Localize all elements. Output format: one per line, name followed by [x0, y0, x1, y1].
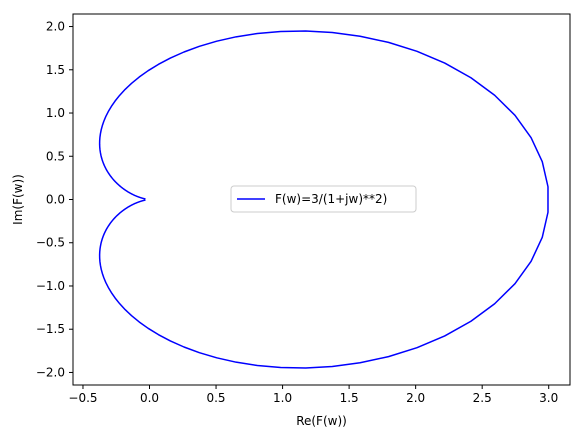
- y-tick-label: 1.0: [46, 106, 65, 120]
- legend: F(w)=3/(1+jw)**2): [230, 185, 417, 213]
- y-axis: −2.0 −1.5 −1.0 −0.5 0.0 0.5 1.0 1.5 2.0: [36, 20, 73, 379]
- y-tick-label: −1.5: [36, 322, 65, 336]
- x-tick-label: 2.5: [473, 391, 492, 405]
- x-tick-label: 1.0: [273, 391, 292, 405]
- series-layer: [98, 30, 549, 369]
- x-tick-label: 1.5: [340, 391, 359, 405]
- x-tick-label: 2.0: [406, 391, 425, 405]
- y-tick-label: 0.0: [46, 193, 65, 207]
- y-axis-label: Im(F(w)): [11, 174, 25, 225]
- y-tick-label: −0.5: [36, 236, 65, 250]
- x-tick-label: −0.5: [68, 391, 97, 405]
- y-tick-label: 2.0: [46, 20, 65, 34]
- x-axis: −0.5 0.0 0.5 1.0 1.5 2.0 2.5 3.0: [68, 385, 558, 405]
- legend-label: F(w)=3/(1+jw)**2): [275, 192, 387, 206]
- series-line-0: [98, 30, 549, 369]
- x-axis-label: Re(F(w)): [296, 414, 347, 428]
- y-tick-label: −2.0: [36, 365, 65, 379]
- y-tick-label: 0.5: [46, 149, 65, 163]
- y-tick-label: 1.5: [46, 63, 65, 77]
- x-tick-label: 0.0: [140, 391, 159, 405]
- legend-box: [230, 185, 417, 213]
- x-tick-label: 3.0: [539, 391, 558, 405]
- x-tick-label: 0.5: [206, 391, 225, 405]
- y-tick-label: −1.0: [36, 279, 65, 293]
